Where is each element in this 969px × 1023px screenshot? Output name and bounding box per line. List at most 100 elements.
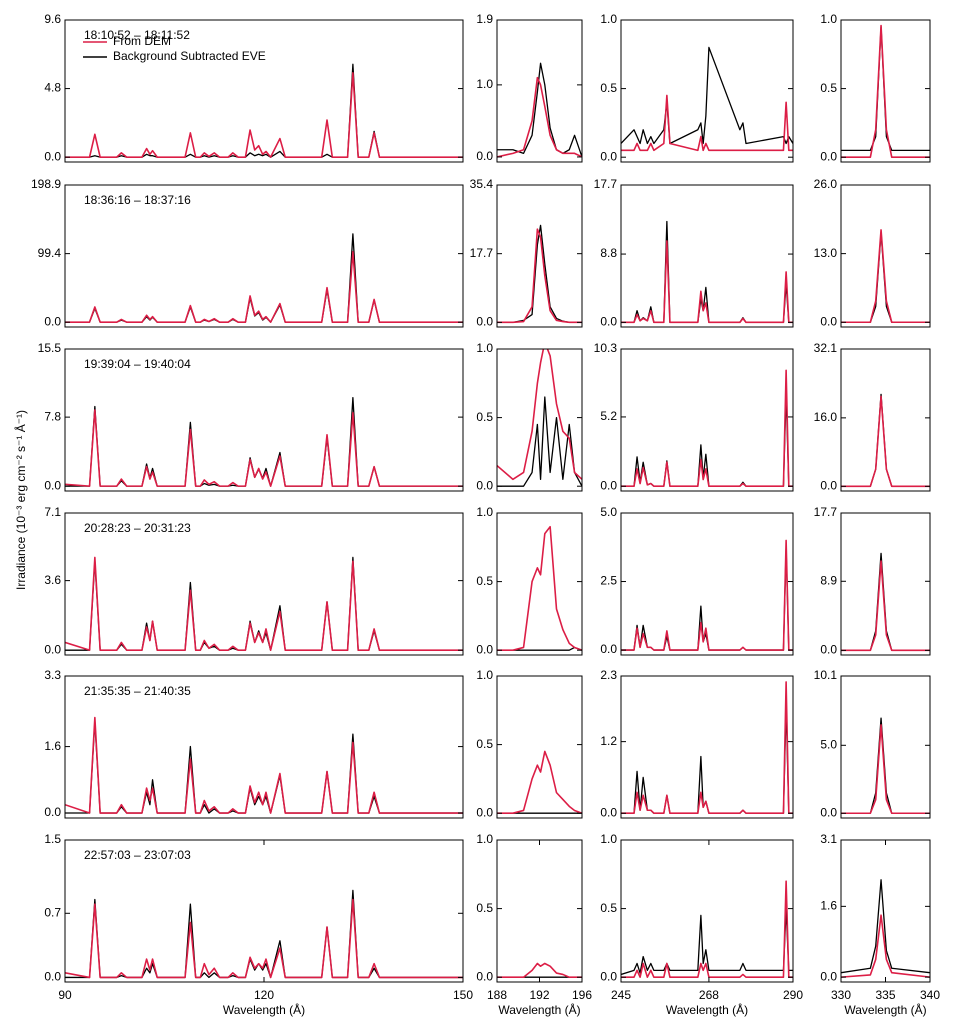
- x-tick-label: 150: [453, 988, 473, 1002]
- panel: 0.0 1.6 3.3 21:35:35 – 21:40:35: [44, 668, 464, 819]
- panel-title: 21:35:35 – 21:40:35: [84, 684, 191, 698]
- spectrum-line: [497, 396, 582, 487]
- plot-frame: [496, 19, 583, 163]
- plot-frame: [496, 512, 583, 656]
- y-tick-label: 4.8: [44, 81, 61, 95]
- x-tick-label: 188: [487, 988, 507, 1002]
- x-tick-label: 120: [254, 988, 274, 1002]
- spectrum-line: [621, 705, 793, 814]
- y-tick-label: 1.9: [476, 12, 493, 26]
- spectrum-line: [841, 24, 930, 158]
- y-tick-label: 2.5: [600, 574, 617, 588]
- y-tick-label: 0.7: [44, 905, 61, 919]
- plot-frame: [840, 839, 931, 983]
- plot-area: [65, 889, 463, 979]
- y-tick-label: 0.5: [476, 901, 493, 915]
- spectrum-line: [65, 251, 463, 323]
- plot-frame: [496, 675, 583, 819]
- spectrum-line: [497, 228, 582, 324]
- y-tick-label: 1.0: [476, 668, 493, 682]
- spectrum-line: [621, 681, 793, 815]
- plot-area: [621, 539, 793, 651]
- y-tick-label: 0.0: [600, 478, 617, 492]
- plot-frame: [840, 19, 931, 163]
- plot-frame: [64, 348, 464, 492]
- panel: 0.0 5.2 10.3: [594, 341, 794, 492]
- y-tick-label: 0.0: [44, 478, 61, 492]
- spectrum-line: [65, 63, 463, 158]
- y-tick-label: 0.5: [476, 410, 493, 424]
- y-tick-label: 13.0: [814, 246, 838, 260]
- y-tick-label: 0.0: [476, 642, 493, 656]
- panel: 0.0 0.5 1.0: [820, 12, 931, 163]
- y-tick-label: 17.7: [594, 177, 618, 191]
- spectrum-line: [65, 898, 463, 979]
- panel: 0.0 0.5 1.0: [600, 12, 794, 163]
- legend-label: From DEM: [113, 34, 171, 48]
- plot-area: [621, 880, 793, 978]
- y-tick-label: 0.5: [600, 81, 617, 95]
- panel: 0.0 17.7 35.4: [470, 177, 583, 329]
- plot-frame: [64, 184, 464, 328]
- y-tick-label: 10.3: [594, 341, 618, 355]
- spectrum-line: [65, 409, 463, 487]
- y-tick-label: 0.0: [44, 149, 61, 163]
- y-tick-label: 1.0: [476, 341, 493, 355]
- y-tick-label: 1.5: [44, 832, 61, 846]
- plot-area: [65, 233, 463, 323]
- y-tick-label: 17.7: [814, 505, 838, 519]
- plot-frame: [64, 19, 464, 163]
- y-tick-label: 1.0: [820, 12, 837, 26]
- plot-area: [497, 750, 582, 814]
- spectrum-line: [497, 349, 582, 481]
- y-tick-label: 1.0: [476, 77, 493, 91]
- spectrum-line: [497, 525, 582, 651]
- plot-area: [841, 552, 930, 652]
- legend-label: Background Subtracted EVE: [113, 49, 266, 63]
- panel: 0.0 1.2 2.3: [600, 668, 794, 819]
- plot-frame: [620, 184, 794, 328]
- y-tick-label: 35.4: [470, 177, 494, 191]
- y-tick-label: 2.3: [600, 668, 617, 682]
- y-tick-label: 17.7: [470, 246, 494, 260]
- y-tick-label: 0.0: [476, 805, 493, 819]
- y-tick-label: 1.0: [476, 505, 493, 519]
- y-tick-label: 0.0: [820, 314, 837, 328]
- spectrum-line: [65, 716, 463, 814]
- plot-area: [497, 62, 582, 158]
- y-tick-label: 3.3: [44, 668, 61, 682]
- spectrum-line: [621, 880, 793, 978]
- spectrum-line: [841, 393, 930, 487]
- spectrum-line: [65, 556, 463, 651]
- plot-area: [497, 349, 582, 487]
- y-tick-label: 0.0: [600, 315, 617, 329]
- panel: 0.0 13.0 26.0: [814, 177, 931, 328]
- x-axis-label: Wavelength (Å): [844, 1002, 926, 1017]
- spectrum-line: [497, 62, 582, 158]
- y-tick-label: 99.4: [38, 246, 62, 260]
- spectrum-line: [621, 94, 793, 152]
- panel: 0.0 0.5 1.0: [476, 668, 583, 819]
- y-tick-label: 5.2: [600, 409, 617, 423]
- spectrum-line: [65, 72, 463, 158]
- plot-area: [65, 716, 463, 814]
- y-tick-label: 0.0: [44, 805, 61, 819]
- x-tick-label: 330: [831, 988, 851, 1002]
- y-tick-label: 1.0: [600, 12, 617, 26]
- y-tick-label: 1.6: [820, 899, 837, 913]
- plot-frame: [620, 839, 794, 983]
- x-tick-label: 90: [58, 988, 72, 1002]
- panel-title: 18:36:16 – 18:37:16: [84, 193, 191, 207]
- y-tick-label: 1.0: [476, 832, 493, 846]
- plot-frame: [620, 19, 794, 163]
- y-tick-label: 3.6: [44, 573, 61, 587]
- y-tick-label: 0.0: [820, 643, 837, 657]
- panel: 0.0 8.8 17.7: [594, 177, 794, 329]
- spectrum-line: [497, 224, 582, 323]
- plot-area: [497, 224, 582, 324]
- spectrum-line: [497, 76, 582, 158]
- spectrum-line: [841, 717, 930, 814]
- panel: 0.0 8.9 17.7: [814, 505, 931, 657]
